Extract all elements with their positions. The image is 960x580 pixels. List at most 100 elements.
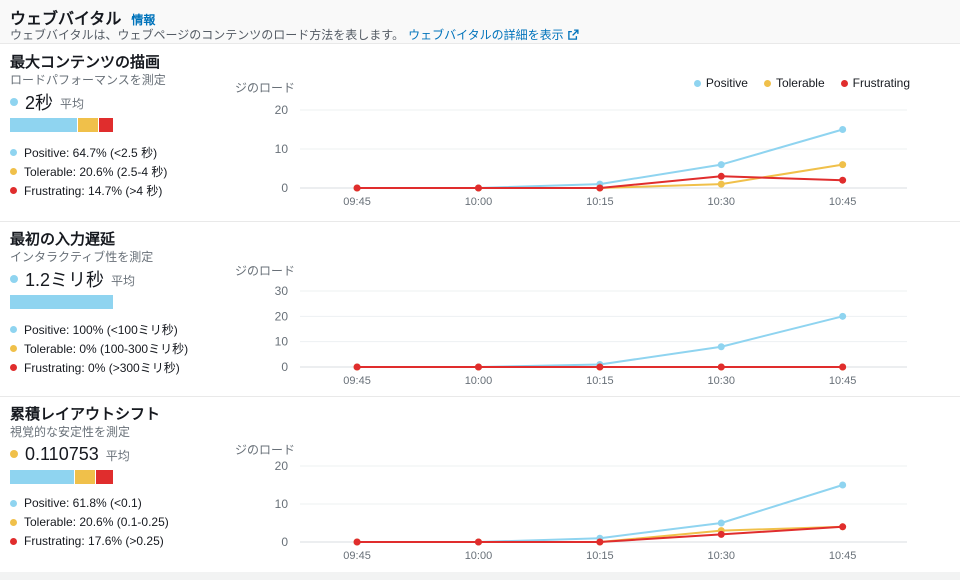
cls-chart: 0 10 20 09:45 10:00 10:15 10:30 10:45: [275, 459, 907, 562]
positive-dot-icon: [693, 79, 701, 87]
cls-legend-positive-label: Positive: 61.8% (<0.1): [24, 496, 142, 510]
fid-legend-frustrating-label: Frustrating: 0% (>300ミリ秒): [24, 361, 180, 375]
svg-text:10:45: 10:45: [829, 375, 857, 387]
lcp-chart-ylabel: ジのロード: [234, 81, 295, 95]
svg-text:0: 0: [281, 181, 288, 195]
svg-text:09:45: 09:45: [343, 196, 371, 208]
bar-segment-positive: [10, 295, 113, 309]
svg-text:09:45: 09:45: [343, 375, 371, 387]
svg-text:10:00: 10:00: [465, 196, 493, 208]
svg-text:10:30: 10:30: [707, 196, 735, 208]
cls-legend-frustrating-label: Frustrating: 17.6% (>0.25): [24, 534, 164, 548]
frustrating-dot-icon: [10, 364, 17, 371]
lcp-chart-legend: Positive Tolerable Frustrating: [693, 76, 910, 90]
frustrating-dot-icon: [10, 537, 17, 545]
page-description-row: ウェブバイタルは、ウェブページのコンテンツのロード方法を表します。 ウェブバイタ…: [10, 26, 579, 43]
lcp-average-suffix: 平均: [60, 97, 85, 111]
bar-segment-frustrating: [94, 470, 113, 484]
svg-text:30: 30: [275, 284, 289, 298]
fid-average-dot: [10, 275, 18, 283]
external-link-icon: [567, 28, 579, 40]
svg-text:10: 10: [275, 142, 289, 156]
lcp-average-value: 2秒: [25, 93, 54, 113]
svg-text:10:45: 10:45: [829, 550, 857, 562]
lcp-average-dot: [10, 98, 18, 106]
positive-dot-icon: [10, 499, 17, 507]
lcp-legend-positive-label: Positive: 64.7% (<2.5 秒): [24, 146, 158, 160]
tolerable-dot-icon: [763, 79, 771, 87]
lcp-legend-tolerable-label: Tolerable: 20.6% (2.5-4 秒): [24, 165, 168, 179]
cls-legend-frustrating: Frustrating: 17.6% (>0.25): [10, 534, 164, 548]
svg-text:10:00: 10:00: [465, 550, 493, 562]
chart-legend-frustrating[interactable]: Frustrating: [840, 76, 910, 90]
fid-chart-ylabel: ジのロード: [234, 264, 295, 278]
svg-text:0: 0: [281, 535, 288, 549]
fid-legend-tolerable-label: Tolerable: 0% (100-300ミリ秒): [24, 342, 189, 356]
bar-segment-positive: [10, 118, 77, 132]
cls-average-value: 0.110753: [25, 443, 99, 464]
lcp-distribution-bar: [10, 118, 113, 132]
tolerable-dot-icon: [10, 345, 17, 352]
lcp-legend-tolerable: Tolerable: 20.6% (2.5-4 秒): [10, 163, 167, 180]
lcp-legend-frustrating: Frustrating: 14.7% (>4 秒): [10, 182, 162, 199]
bar-segment-frustrating: [97, 118, 113, 132]
cls-distribution-bar: [10, 470, 113, 484]
cls-legend-positive: Positive: 61.8% (<0.1): [10, 496, 142, 510]
svg-text:10:15: 10:15: [586, 550, 614, 562]
fid-chart: 0 10 20 30 09:45 10:00 10:15 10:30 10:45: [275, 284, 907, 387]
chart-legend-positive[interactable]: Positive: [693, 76, 748, 90]
fid-legend-positive-label: Positive: 100% (<100ミリ秒): [24, 323, 178, 337]
details-link[interactable]: ウェブバイタルの詳細を表示: [408, 26, 579, 43]
fid-legend-tolerable: Tolerable: 0% (100-300ミリ秒): [10, 340, 188, 357]
fid-legend-frustrating: Frustrating: 0% (>300ミリ秒): [10, 359, 180, 376]
svg-text:09:45: 09:45: [343, 550, 371, 562]
lcp-title: 最大コンテンツの描画: [10, 54, 161, 71]
cls-measure-label: 視覚的な安定性を測定: [10, 425, 131, 439]
lcp-legend-frustrating-label: Frustrating: 14.7% (>4 秒): [24, 184, 163, 198]
info-link[interactable]: 情報: [131, 13, 156, 27]
fid-average-value: 1.2ミリ秒: [25, 270, 105, 290]
fid-average-suffix: 平均: [111, 274, 136, 288]
cls-average-dot: [10, 450, 18, 458]
svg-text:20: 20: [275, 103, 289, 117]
chart-legend-tolerable-label: Tolerable: [775, 76, 825, 90]
positive-dot-icon: [10, 326, 17, 333]
cls-title: 累積レイアウトシフト: [10, 406, 161, 423]
details-link-label: ウェブバイタルの詳細を表示: [408, 28, 564, 42]
cls-average: 0.110753 平均: [10, 441, 130, 467]
svg-text:20: 20: [275, 459, 289, 473]
svg-text:10:45: 10:45: [829, 196, 857, 208]
title-row: ウェブバイタル 情報: [10, 5, 155, 29]
svg-text:20: 20: [275, 309, 289, 323]
cls-section: 累積レイアウトシフト 視覚的な安定性を測定 0.110753 平均 Positi…: [0, 396, 960, 572]
cls-legend-tolerable-label: Tolerable: 20.6% (0.1-0.25): [24, 515, 169, 529]
cls-legend-tolerable: Tolerable: 20.6% (0.1-0.25): [10, 515, 169, 529]
positive-dot-icon: [10, 149, 17, 156]
page-bottom-strip: [0, 572, 960, 580]
svg-text:10:15: 10:15: [586, 196, 614, 208]
svg-text:10:30: 10:30: [707, 550, 735, 562]
tolerable-dot-icon: [10, 518, 17, 526]
lcp-measure-label: ロードパフォーマンスを測定: [10, 73, 166, 87]
page-description: ウェブバイタルは、ウェブページのコンテンツのロード方法を表します。: [10, 28, 405, 42]
svg-text:10: 10: [275, 335, 289, 349]
frustrating-dot-icon: [10, 187, 17, 194]
fid-measure-label: インタラクティブ性を測定: [10, 250, 154, 264]
lcp-legend-positive: Positive: 64.7% (<2.5 秒): [10, 144, 157, 161]
svg-text:10:00: 10:00: [465, 375, 493, 387]
chart-legend-tolerable[interactable]: Tolerable: [763, 76, 825, 90]
cls-chart-ylabel: ジのロード: [234, 443, 295, 457]
fid-distribution-bar: [10, 295, 113, 309]
svg-text:0: 0: [281, 360, 288, 374]
bar-segment-tolerable: [76, 118, 98, 132]
cls-average-suffix: 平均: [105, 449, 130, 463]
fid-title: 最初の入力遅延: [10, 231, 116, 248]
page-header: ウェブバイタル 情報 ウェブバイタルは、ウェブページのコンテンツのロード方法を表…: [0, 0, 960, 44]
frustrating-dot-icon: [840, 79, 848, 87]
lcp-section: 最大コンテンツの描画 ロードパフォーマンスを測定 2秒 平均 Positive:…: [0, 45, 960, 221]
bar-segment-tolerable: [73, 470, 95, 484]
bar-segment-positive: [10, 470, 74, 484]
lcp-chart: 0 10 20 09:45 10:00 10:15 10:30 10:45: [275, 103, 907, 208]
fid-average: 1.2ミリ秒 平均: [10, 266, 135, 292]
